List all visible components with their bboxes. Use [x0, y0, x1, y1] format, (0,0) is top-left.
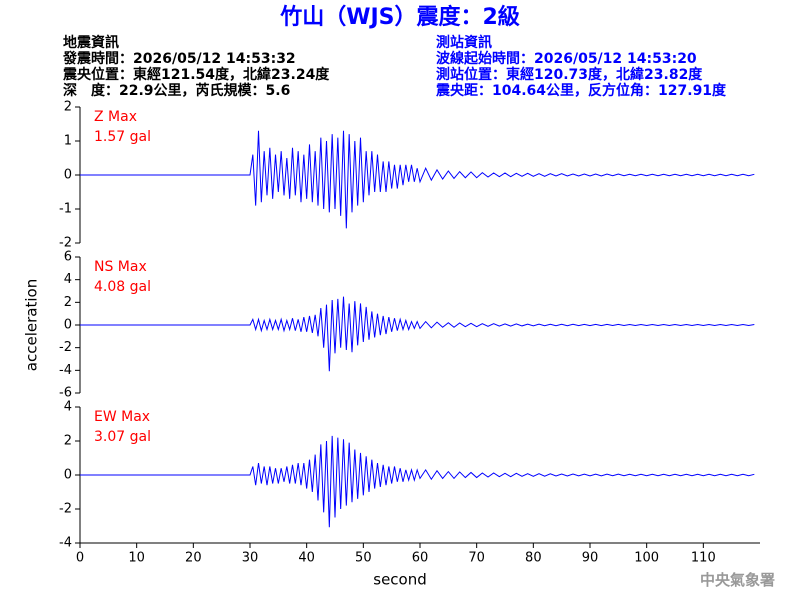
y-tick-label: 2 [64, 434, 72, 449]
x-tick-label: 10 [128, 551, 145, 566]
info-left: 深 度：22.9公里，芮氏規模：5.6 [63, 82, 290, 99]
y-tick-label: 0 [64, 318, 72, 333]
title: 竹山（WJS）震度：2級 [279, 4, 520, 30]
x-axis-label: second [373, 571, 427, 589]
annotation: EW Max [94, 409, 150, 425]
x-tick-label: 100 [634, 551, 659, 566]
y-tick-label: -1 [59, 202, 72, 217]
y-tick-label: 6 [64, 250, 72, 265]
trace [80, 435, 755, 528]
info-right: 震央距：104.64公里，反方位角：127.91度 [435, 82, 727, 99]
y-tick-label: -2 [59, 236, 72, 251]
y-tick-label: -4 [59, 363, 72, 378]
annotation: Z Max [94, 109, 137, 125]
x-tick-label: 0 [76, 551, 84, 566]
x-tick-label: 30 [242, 551, 259, 566]
y-tick-label: 4 [64, 272, 72, 287]
info-right: 測站資訊 [436, 34, 492, 51]
y-tick-label: 2 [64, 100, 72, 115]
x-tick-label: 70 [468, 551, 485, 566]
y-tick-label: 0 [64, 168, 72, 183]
x-tick-label: 50 [355, 551, 372, 566]
annotation: 3.07 gal [94, 429, 151, 445]
annotation: 1.57 gal [94, 129, 151, 145]
trace [80, 296, 755, 372]
y-tick-label: -2 [59, 502, 72, 517]
x-tick-label: 60 [412, 551, 429, 566]
y-tick-label: 0 [64, 468, 72, 483]
x-tick-label: 110 [691, 551, 716, 566]
x-tick-label: 20 [185, 551, 202, 566]
x-tick-label: 80 [525, 551, 542, 566]
footer: 中央氣象署 [700, 571, 775, 589]
info-left: 地震資訊 [63, 34, 119, 51]
y-tick-label: 4 [64, 400, 72, 415]
y-axis-label: acceleration [23, 279, 41, 371]
info-right: 波線起始時間：2026/05/12 14:53:20 [436, 50, 697, 67]
info-left: 震央位置：東經121.54度，北緯23.24度 [62, 66, 330, 83]
info-left: 發震時間：2026/05/12 14:53:32 [62, 50, 296, 67]
y-tick-label: -2 [59, 340, 72, 355]
x-tick-label: 40 [298, 551, 315, 566]
trace [80, 130, 755, 229]
y-tick-label: 2 [64, 295, 72, 310]
annotation: 4.08 gal [94, 279, 151, 295]
y-tick-label: -4 [59, 536, 72, 551]
annotation: NS Max [94, 259, 147, 275]
y-tick-label: 1 [64, 134, 72, 149]
y-tick-label: -6 [59, 386, 72, 401]
x-tick-label: 90 [582, 551, 599, 566]
info-right: 測站位置：東經120.73度，北緯23.82度 [436, 66, 703, 83]
